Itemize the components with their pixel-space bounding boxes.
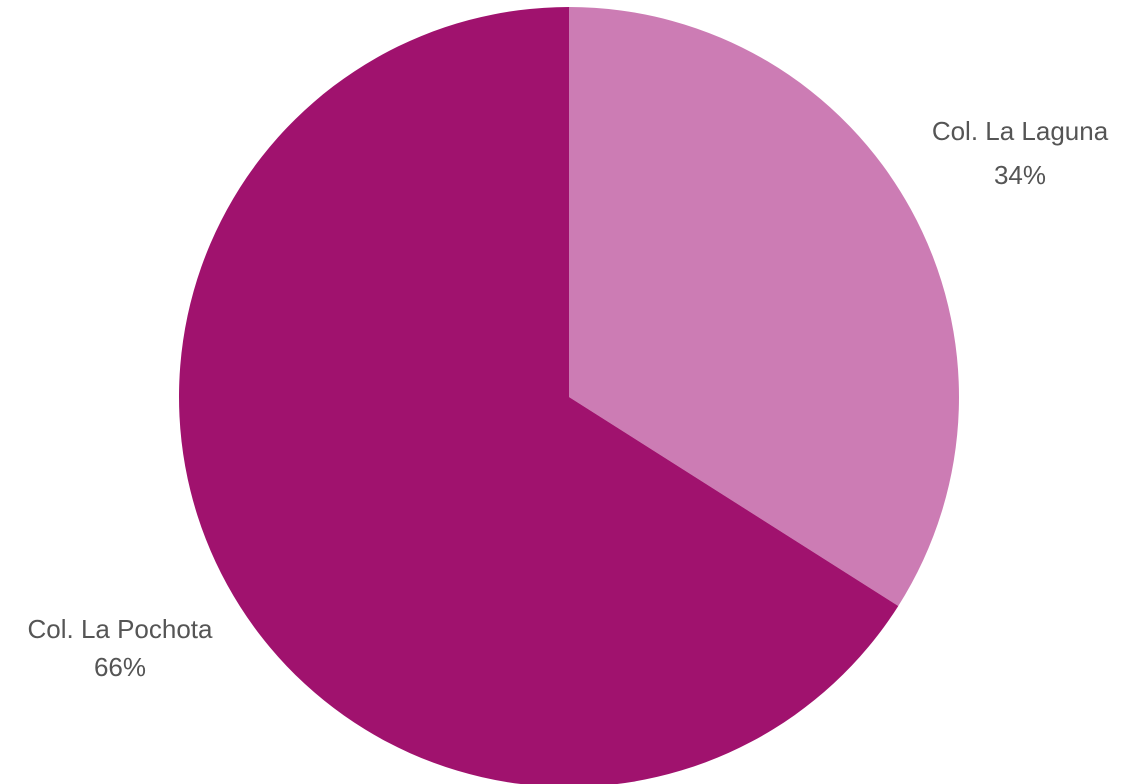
pie-slice-0	[569, 7, 960, 606]
slice-percent-0: 34%	[994, 160, 1046, 190]
slice-percent-1: 66%	[94, 652, 146, 682]
pie-slice-1	[179, 7, 899, 784]
slice-label-1: Col. La Pochota	[27, 614, 213, 644]
slice-label-0: Col. La Laguna	[932, 116, 1109, 146]
labels-layer: Col. La Laguna 34% Col. La Pochota 66%	[27, 116, 1108, 682]
slices-layer	[179, 7, 960, 784]
